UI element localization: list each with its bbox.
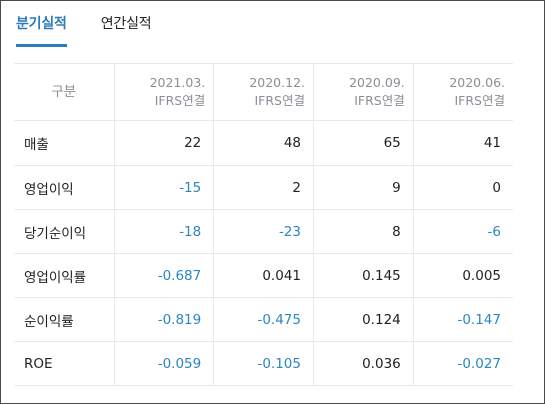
cell-value: 0.124 — [313, 297, 414, 342]
cell-value: 41 — [412, 120, 513, 166]
cell-value: 0 — [412, 165, 513, 210]
cell-value: 9 — [313, 165, 414, 210]
header-period-basis: IFRS연결 — [454, 93, 506, 108]
tab-quarterly[interactable]: 분기실적 — [16, 1, 67, 47]
cell-value: -18 — [113, 209, 214, 254]
row-label: 매출 — [14, 120, 114, 166]
table-row-net-income: 당기순이익 -18 -23 8 -6 — [14, 209, 513, 254]
row-label: 순이익률 — [14, 297, 114, 342]
header-period-date: 2020.09. — [349, 75, 405, 90]
row-label: 영업이익률 — [14, 253, 114, 298]
cell-value: 2 — [213, 165, 314, 210]
header-period-date: 2021.03. — [149, 75, 206, 90]
tab-annual[interactable]: 연간실적 — [100, 16, 152, 32]
table-row-roe: ROE -0.059 -0.105 0.036 -0.027 — [14, 341, 513, 386]
cell-value: -23 — [213, 209, 314, 254]
header-period-date: 2020.06. — [449, 75, 505, 90]
header-period-basis: IFRS연결 — [254, 93, 306, 108]
header-period-col-4: 2020.06. IFRS연결 — [412, 63, 513, 121]
header-period-col-1: 2021.03. IFRS연결 — [113, 63, 214, 121]
table-row-net-margin: 순이익률 -0.819 -0.475 0.124 -0.147 — [14, 297, 513, 342]
cell-value: 0.041 — [213, 253, 314, 298]
header-period-basis: IFRS연결 — [354, 93, 405, 108]
cell-value: 0.145 — [313, 253, 414, 298]
cell-value: -0.819 — [113, 297, 214, 342]
header-period-date: 2020.12. — [249, 75, 305, 90]
row-label: 영업이익 — [14, 165, 114, 210]
row-label: ROE — [14, 341, 114, 386]
table-row-operating-profit: 영업이익 -15 2 9 0 — [14, 165, 513, 210]
header-category: 구분 — [14, 63, 114, 121]
cell-value: 22 — [113, 120, 214, 166]
cell-value: -15 — [113, 165, 214, 210]
cell-value: 65 — [313, 120, 414, 166]
cell-value: -0.475 — [213, 297, 314, 342]
row-label: 당기순이익 — [14, 209, 114, 254]
cell-value: -0.687 — [113, 253, 214, 298]
cell-value: -6 — [412, 209, 513, 254]
table-header-row: 구분 2021.03. IFRS연결 2020.12. IFRS연결 2020.… — [14, 63, 513, 121]
table-row-revenue: 매출 22 48 65 41 — [14, 120, 513, 166]
financial-table: 구분 2021.03. IFRS연결 2020.12. IFRS연결 2020.… — [14, 63, 513, 386]
header-period-col-3: 2020.09. IFRS연결 — [313, 63, 414, 121]
cell-value: 0.005 — [412, 253, 513, 298]
cell-value: 48 — [213, 120, 314, 166]
cell-value: -0.027 — [412, 341, 513, 386]
cell-value: -0.059 — [113, 341, 214, 386]
cell-value: -0.147 — [412, 297, 513, 342]
header-period-basis: IFRS연결 — [154, 93, 206, 108]
table-row-operating-margin: 영업이익률 -0.687 0.041 0.145 0.005 — [14, 253, 513, 298]
cell-value: -0.105 — [213, 341, 314, 386]
cell-value: 0.036 — [313, 341, 414, 386]
header-period-col-2: 2020.12. IFRS연결 — [213, 63, 314, 121]
cell-value: 8 — [313, 209, 414, 254]
period-tabs: 분기실적 연간실적 — [16, 1, 185, 49]
financial-table-container: 구분 2021.03. IFRS연결 2020.12. IFRS연결 2020.… — [14, 63, 513, 386]
